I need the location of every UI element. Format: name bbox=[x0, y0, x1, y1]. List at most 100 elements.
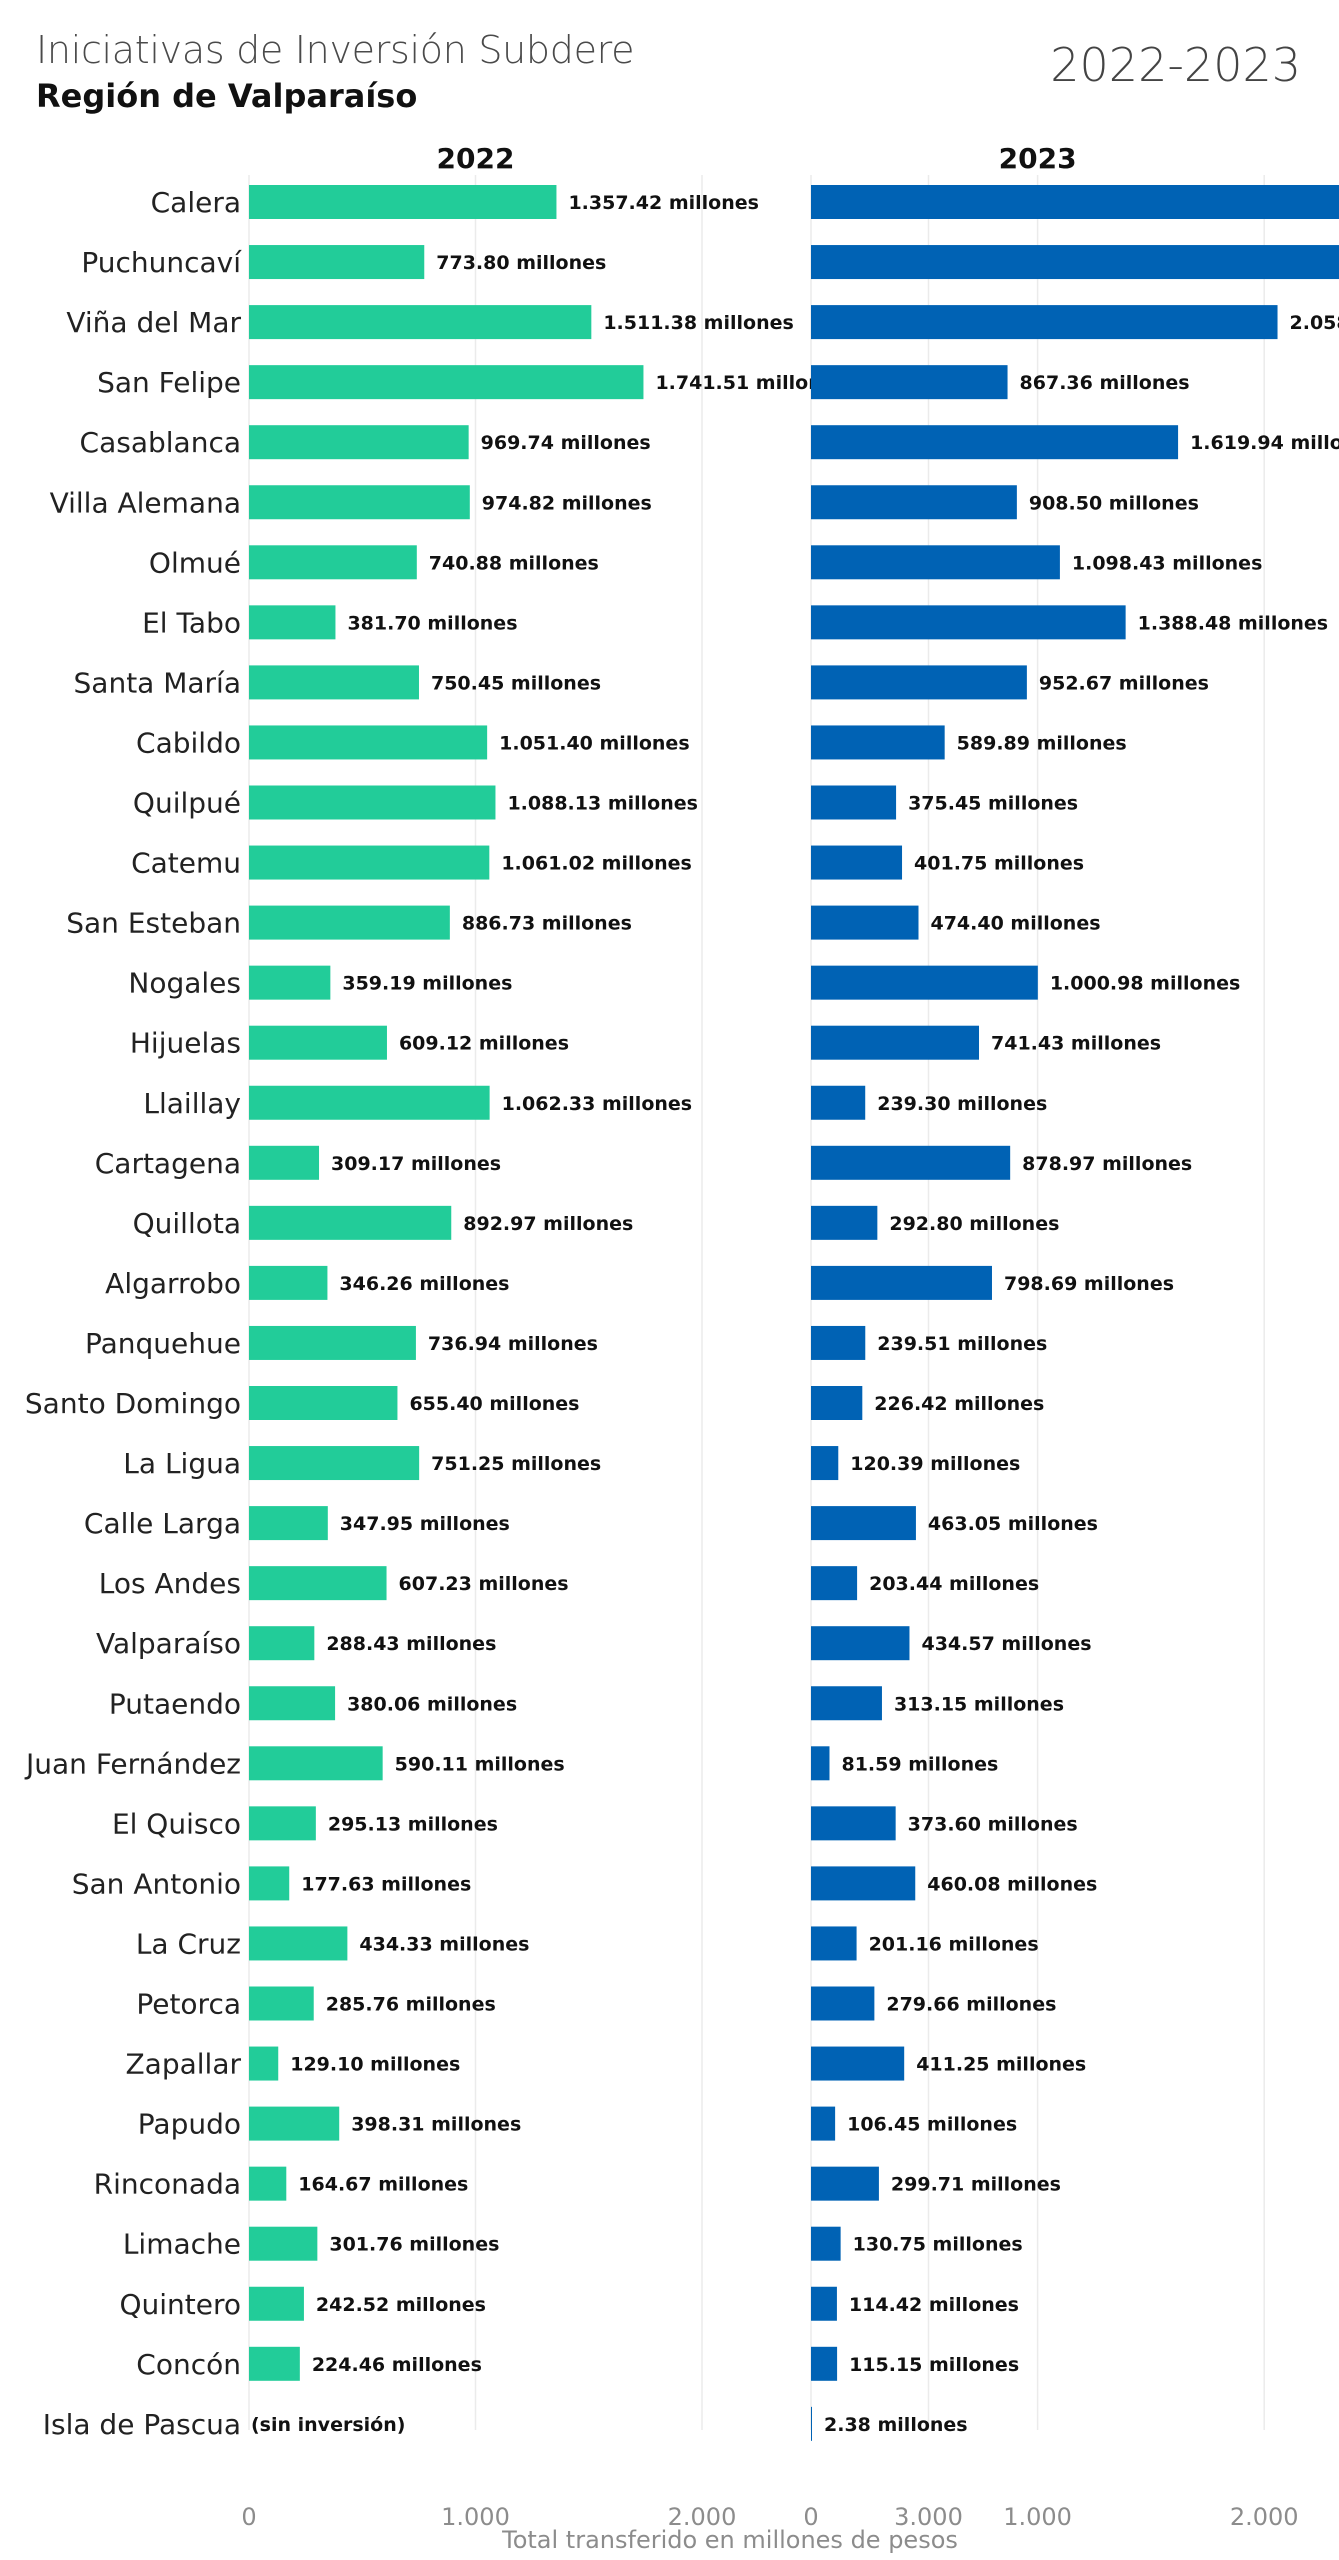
data-label: 607.23 millones bbox=[399, 1573, 569, 1595]
data-label: 292.80 millones bbox=[889, 1213, 1059, 1235]
data-label: 381.70 millones bbox=[347, 612, 517, 634]
data-label: 655.40 millones bbox=[409, 1393, 579, 1415]
category-label: Calera bbox=[151, 186, 241, 219]
category-label: Santo Domingo bbox=[25, 1387, 241, 1420]
data-label: 892.97 millones bbox=[463, 1213, 633, 1235]
bar bbox=[811, 1025, 980, 1060]
x-tick-label: 0 bbox=[241, 2503, 256, 2531]
bar bbox=[811, 785, 897, 820]
category-label: Petorca bbox=[136, 1988, 241, 2021]
bar bbox=[249, 2346, 300, 2381]
category-label: Villa Alemana bbox=[50, 486, 241, 519]
bar bbox=[249, 1506, 328, 1541]
data-label: 434.33 millones bbox=[359, 1933, 529, 1955]
data-label: 463.05 millones bbox=[928, 1513, 1098, 1535]
bar bbox=[249, 2106, 340, 2141]
data-label: 81.59 millones bbox=[841, 1753, 998, 1775]
bar bbox=[249, 425, 469, 460]
data-label: 114.42 millones bbox=[849, 2294, 1019, 2316]
category-label: Olmué bbox=[149, 546, 241, 579]
category-label: Casablanca bbox=[80, 426, 241, 459]
data-label: 460.08 millones bbox=[927, 1873, 1097, 1895]
category-label: Panquehue bbox=[85, 1327, 241, 1360]
bar bbox=[811, 2226, 841, 2261]
bar bbox=[811, 845, 903, 880]
bar bbox=[249, 1986, 314, 2021]
x-tick-label: 1.000 bbox=[441, 2503, 510, 2531]
panel-title-2022: 2022 bbox=[437, 142, 515, 175]
bar bbox=[811, 545, 1060, 580]
data-label: 401.75 millones bbox=[914, 853, 1084, 875]
bar bbox=[249, 365, 644, 400]
bar bbox=[811, 1386, 863, 1420]
bar bbox=[249, 1265, 328, 1300]
category-label: Valparaíso bbox=[96, 1627, 241, 1660]
category-label: El Quisco bbox=[112, 1807, 241, 1840]
bar bbox=[249, 1025, 387, 1060]
category-label: Zapallar bbox=[126, 2048, 242, 2081]
bar bbox=[249, 1866, 290, 1901]
category-label: Algarrobo bbox=[105, 1267, 241, 1300]
data-label: 434.57 millones bbox=[921, 1633, 1091, 1655]
data-label: 164.67 millones bbox=[298, 2174, 468, 2196]
data-label: 751.25 millones bbox=[431, 1453, 601, 1475]
period-label: 2022-2023 bbox=[1050, 38, 1301, 92]
data-label: 867.36 millones bbox=[1020, 372, 1190, 394]
category-label: San Antonio bbox=[72, 1867, 241, 1900]
bar bbox=[811, 245, 1339, 280]
data-label: 952.67 millones bbox=[1039, 672, 1209, 694]
bar bbox=[249, 1386, 398, 1420]
category-label: El Tabo bbox=[142, 606, 241, 639]
bar bbox=[811, 1325, 866, 1360]
data-label: 1.388.48 millones bbox=[1138, 612, 1328, 634]
x-tick-label: 3.000 bbox=[894, 2503, 963, 2531]
data-label: 106.45 millones bbox=[847, 2114, 1017, 2136]
data-label: 969.74 millones bbox=[481, 432, 651, 454]
bar bbox=[249, 1145, 320, 1180]
category-label: Papudo bbox=[138, 2108, 241, 2141]
category-label: Concón bbox=[136, 2348, 241, 2381]
category-label: Cartagena bbox=[95, 1147, 241, 1180]
bar bbox=[811, 185, 1339, 219]
bar bbox=[811, 1446, 839, 1481]
category-label: Catemu bbox=[131, 847, 241, 880]
data-label: 589.89 millones bbox=[957, 732, 1127, 754]
bar bbox=[249, 1085, 490, 1120]
bar bbox=[249, 545, 417, 580]
data-label: 115.15 millones bbox=[849, 2354, 1019, 2376]
bar bbox=[811, 1806, 896, 1841]
category-label: Quintero bbox=[119, 2288, 241, 2321]
bar bbox=[811, 2286, 837, 2321]
data-label: 474.40 millones bbox=[930, 913, 1100, 935]
bar bbox=[811, 1566, 858, 1601]
data-label: 359.19 millones bbox=[342, 973, 512, 995]
chart-title: Iniciativas de Inversión Subdere bbox=[36, 28, 635, 72]
category-label: Puchuncaví bbox=[81, 246, 242, 279]
category-label: Rinconada bbox=[94, 2168, 241, 2201]
data-label: 1.088.13 millones bbox=[507, 793, 697, 815]
category-label: La Cruz bbox=[136, 1927, 241, 1960]
category-label: San Esteban bbox=[66, 907, 241, 940]
category-label: Calle Larga bbox=[84, 1507, 241, 1540]
category-label: La Ligua bbox=[123, 1447, 241, 1480]
data-label: 380.06 millones bbox=[347, 1693, 517, 1715]
x-tick-label: 2.000 bbox=[1230, 2503, 1299, 2531]
data-label: 1.098.43 millones bbox=[1072, 552, 1262, 574]
x-axis-title: Total transferido en millones de pesos bbox=[501, 2526, 958, 2554]
data-label: 2.058.82 millones bbox=[1290, 312, 1339, 334]
data-label: (sin inversión) bbox=[251, 2414, 405, 2436]
bar bbox=[811, 1926, 857, 1961]
bar bbox=[811, 2166, 879, 2201]
bar bbox=[249, 725, 488, 760]
category-label: Los Andes bbox=[99, 1567, 241, 1600]
category-label: Putaendo bbox=[109, 1687, 241, 1720]
bar bbox=[811, 2106, 836, 2141]
data-label: 301.76 millones bbox=[329, 2234, 499, 2256]
bar bbox=[249, 845, 490, 880]
bar bbox=[811, 965, 1038, 1000]
bar bbox=[249, 1626, 315, 1661]
bar bbox=[811, 605, 1126, 640]
category-label: Limache bbox=[123, 2228, 241, 2261]
data-label: 2.38 millones bbox=[824, 2414, 968, 2436]
